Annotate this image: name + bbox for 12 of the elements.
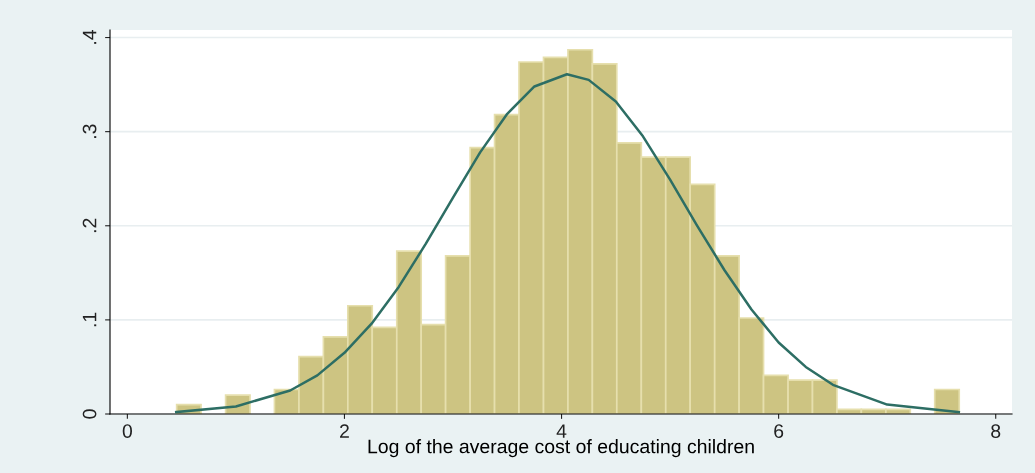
x-tick-label: 8 (991, 424, 1001, 438)
y-tick-label: 0 (82, 409, 97, 419)
x-tick-label: 0 (122, 424, 133, 438)
x-tick-label: 6 (774, 424, 784, 438)
y-tick-label: .1 (82, 312, 97, 327)
x-tick-label: 4 (556, 424, 567, 438)
line-series (174, 72, 961, 414)
y-tick-label: .2 (82, 218, 97, 233)
y-tick-label: .3 (82, 124, 97, 138)
y-tick-label: .4 (82, 29, 97, 44)
x-tick-label: 2 (340, 424, 349, 438)
x-axis-title: Log of the average cost of educating children (368, 439, 754, 458)
